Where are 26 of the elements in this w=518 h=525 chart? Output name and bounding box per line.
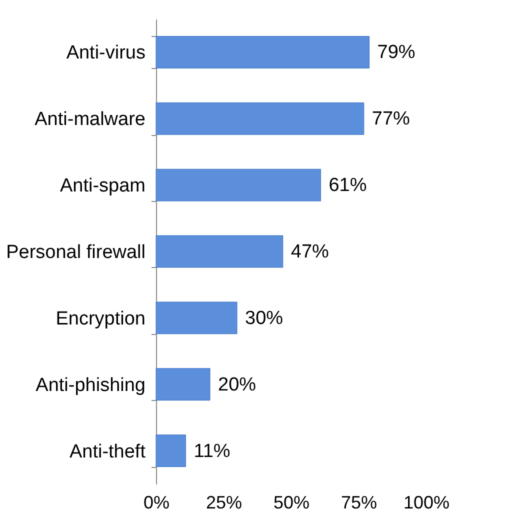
bar bbox=[156, 434, 186, 467]
data-label: 47% bbox=[290, 242, 330, 262]
bar bbox=[156, 168, 321, 202]
y-tick-label: Encryption bbox=[56, 308, 146, 330]
data-label: 11% bbox=[194, 440, 230, 462]
y-tick-label: Anti-spam bbox=[60, 176, 146, 197]
bar bbox=[156, 302, 238, 334]
data-label: 61% bbox=[328, 175, 367, 196]
y-tick-label: Personal firewall bbox=[6, 242, 146, 263]
y-tick-label: Anti-phishing bbox=[36, 374, 146, 396]
data-label: 30% bbox=[245, 308, 284, 329]
data-label: 77% bbox=[372, 108, 410, 130]
x-tick-label: 100% bbox=[403, 492, 450, 512]
x-tick-label: 75% bbox=[340, 492, 378, 512]
x-tick-label: 25% bbox=[206, 492, 242, 512]
x-tick-label: 50% bbox=[273, 492, 310, 512]
data-label: 20% bbox=[218, 374, 256, 396]
y-tick-label: Anti-virus bbox=[66, 42, 146, 64]
bar bbox=[156, 36, 370, 68]
data-label: 79% bbox=[377, 42, 416, 64]
y-tick-label: Anti-malware bbox=[34, 109, 146, 130]
y-tick-label: Anti-theft bbox=[69, 441, 146, 462]
bar bbox=[156, 235, 284, 268]
bar bbox=[156, 368, 210, 401]
x-tick-label: 0% bbox=[143, 492, 170, 512]
bar bbox=[156, 102, 364, 135]
